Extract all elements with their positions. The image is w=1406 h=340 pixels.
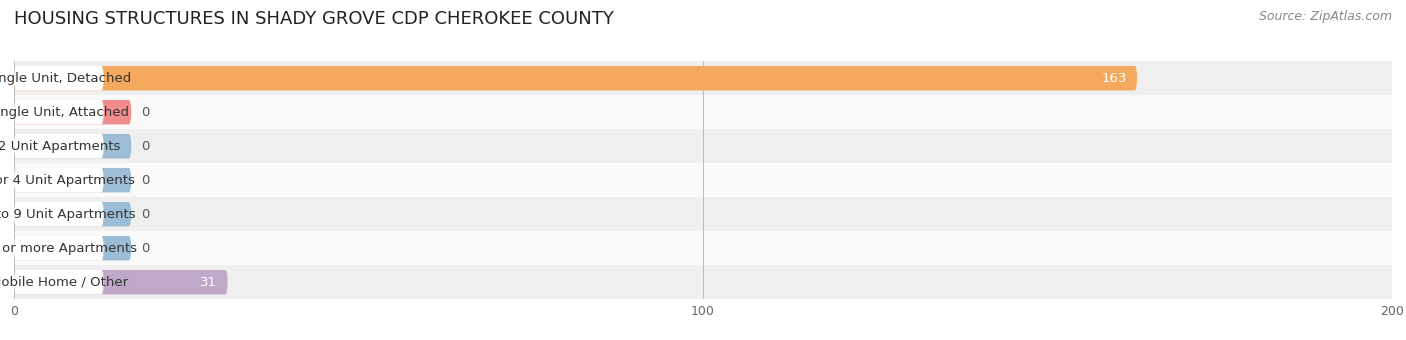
FancyBboxPatch shape [14,270,104,294]
Text: 0: 0 [142,208,150,221]
FancyBboxPatch shape [14,202,104,226]
FancyBboxPatch shape [14,100,104,124]
Text: 0: 0 [142,174,150,187]
Text: Single Unit, Detached: Single Unit, Detached [0,72,132,85]
Text: Mobile Home / Other: Mobile Home / Other [0,276,128,289]
FancyBboxPatch shape [14,168,131,192]
Text: 2 Unit Apartments: 2 Unit Apartments [0,140,120,153]
Bar [14,61,1392,95]
Bar [14,197,1392,231]
Text: HOUSING STRUCTURES IN SHADY GROVE CDP CHEROKEE COUNTY: HOUSING STRUCTURES IN SHADY GROVE CDP CH… [14,10,614,28]
Text: Source: ZipAtlas.com: Source: ZipAtlas.com [1258,10,1392,23]
FancyBboxPatch shape [14,236,131,260]
FancyBboxPatch shape [14,134,104,158]
FancyBboxPatch shape [14,270,228,294]
Text: 0: 0 [142,242,150,255]
Text: 0: 0 [142,106,150,119]
FancyBboxPatch shape [14,100,131,124]
Text: 31: 31 [200,276,218,289]
Text: 3 or 4 Unit Apartments: 3 or 4 Unit Apartments [0,174,135,187]
FancyBboxPatch shape [14,66,1137,90]
FancyBboxPatch shape [14,202,131,226]
Bar [14,231,1392,265]
FancyBboxPatch shape [14,236,104,260]
Text: 10 or more Apartments: 10 or more Apartments [0,242,136,255]
Bar [14,129,1392,163]
Text: 0: 0 [142,140,150,153]
FancyBboxPatch shape [14,168,104,192]
Text: Single Unit, Attached: Single Unit, Attached [0,106,129,119]
FancyBboxPatch shape [14,134,131,158]
Bar [14,95,1392,129]
FancyBboxPatch shape [14,66,104,90]
Text: 5 to 9 Unit Apartments: 5 to 9 Unit Apartments [0,208,135,221]
Bar [14,163,1392,197]
Text: 163: 163 [1101,72,1126,85]
Bar [14,265,1392,299]
